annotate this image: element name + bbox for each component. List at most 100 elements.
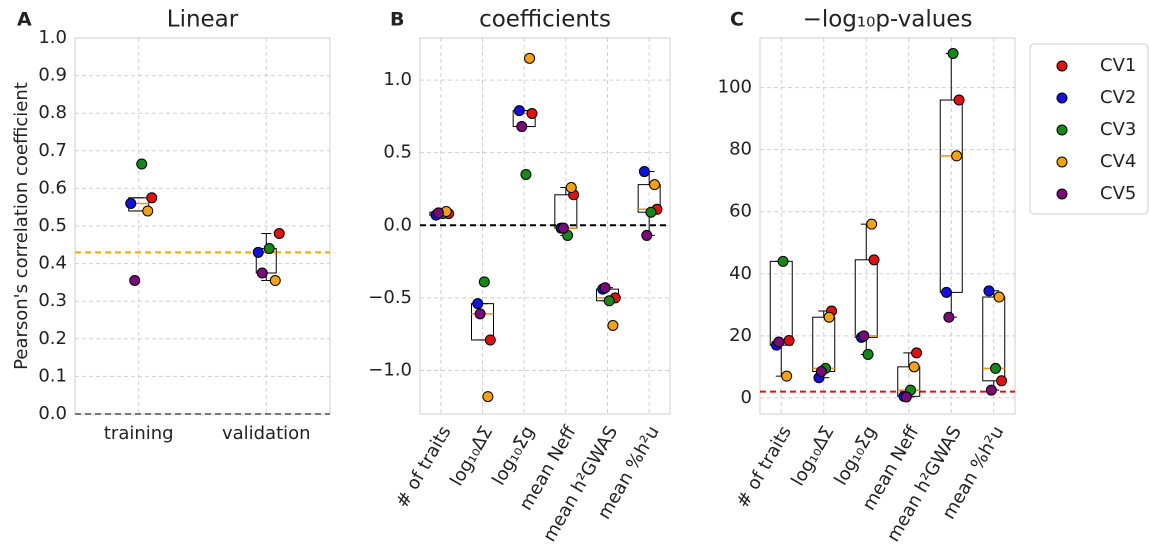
data-point (858, 330, 870, 342)
y-tick-label: −0.5 (368, 287, 412, 308)
data-point (432, 207, 444, 219)
data-point (142, 205, 154, 217)
y-axis-label: Pearson's correlation coefficient (11, 82, 32, 370)
data-point (990, 362, 1002, 374)
data-point (146, 192, 158, 204)
data-point (252, 246, 264, 258)
data-point (520, 168, 532, 180)
data-point (911, 347, 923, 359)
data-point (478, 276, 490, 288)
data-point (823, 311, 835, 323)
y-tick-label: 0.2 (38, 328, 67, 349)
y-tick-label: 20 (729, 325, 752, 346)
legend-frame (1029, 43, 1149, 215)
y-tick-label: 1.0 (383, 69, 412, 90)
data-point (256, 267, 268, 279)
y-tick-label: 0.0 (38, 403, 67, 424)
data-point (943, 311, 955, 323)
data-point (947, 48, 959, 60)
panel-title: Linear (167, 7, 239, 33)
legend-label: CV5 (1100, 183, 1136, 204)
y-tick-label: −1.0 (368, 359, 412, 380)
y-tick-label: 1.0 (38, 27, 67, 48)
data-point (996, 375, 1008, 387)
data-point (516, 121, 528, 133)
data-point (603, 295, 615, 307)
y-tick-label: 0.4 (38, 253, 67, 274)
data-point (263, 243, 275, 255)
data-point (524, 52, 536, 64)
data-point (773, 336, 785, 348)
data-point (472, 298, 484, 310)
y-tick-label: 0.6 (38, 177, 67, 198)
data-point (526, 107, 538, 119)
panel-title: coefficients (479, 7, 611, 33)
x-tick-label: training (104, 423, 174, 444)
data-point (565, 182, 577, 194)
data-point (983, 285, 995, 297)
data-point (783, 334, 795, 346)
plot-frame (759, 37, 1016, 415)
x-tick-label: validation (222, 423, 311, 444)
data-point (951, 150, 963, 162)
y-tick-label: 80 (729, 139, 752, 160)
legend-label: CV4 (1100, 151, 1136, 172)
y-tick-label: 0.9 (38, 65, 67, 86)
data-point (777, 255, 789, 267)
data-point (125, 197, 137, 209)
y-tick-label: 0.5 (383, 142, 412, 163)
data-point (645, 206, 657, 218)
data-point (484, 334, 496, 346)
data-point (781, 370, 793, 382)
data-point (908, 361, 920, 373)
legend-marker (1056, 60, 1068, 72)
data-point (985, 384, 997, 396)
data-point (953, 94, 965, 106)
data-point (513, 105, 525, 117)
y-tick-label: 0.7 (38, 140, 67, 161)
x-tick-label: # of traits (732, 423, 796, 512)
data-point (649, 179, 661, 191)
data-point (482, 391, 494, 403)
data-point (599, 282, 611, 294)
legend-marker (1056, 124, 1068, 136)
y-tick-label: 0.1 (38, 365, 67, 386)
legend: CV1 CV2 CV3 CV4 CV5 (1029, 43, 1149, 215)
y-tick-label: 0.3 (38, 290, 67, 311)
legend-label: CV2 (1100, 87, 1136, 108)
data-point (136, 158, 148, 170)
y-tick-label: 40 (729, 263, 752, 284)
y-tick-label: 60 (729, 201, 752, 222)
data-point (474, 308, 486, 320)
data-point (638, 166, 650, 178)
data-point (273, 228, 285, 240)
panel-letter: A (17, 9, 32, 31)
data-point (815, 365, 827, 377)
y-tick-label: 100 (718, 77, 752, 98)
panel-letter: B (390, 9, 404, 31)
legend-label: CV3 (1100, 119, 1136, 140)
data-point (993, 291, 1005, 303)
data-point (557, 222, 569, 234)
data-point (866, 218, 878, 230)
data-point (900, 391, 912, 403)
x-tick-label: # of traits (392, 423, 456, 512)
data-point (868, 254, 880, 266)
data-point (607, 319, 619, 331)
data-point (862, 348, 874, 360)
legend-marker (1056, 188, 1068, 200)
panel-letter: C (730, 9, 744, 31)
legend-marker (1056, 92, 1068, 104)
panel-title: −log₁₀p-values (803, 7, 973, 33)
data-point (269, 275, 281, 287)
data-point (641, 229, 653, 241)
legend-marker (1056, 156, 1068, 168)
y-tick-label: 0.5 (38, 215, 67, 236)
y-tick-label: 0 (741, 387, 752, 408)
data-point (129, 275, 141, 287)
data-point (940, 286, 952, 298)
y-tick-label: 0.8 (38, 102, 67, 123)
y-tick-label: 0.0 (383, 214, 412, 235)
